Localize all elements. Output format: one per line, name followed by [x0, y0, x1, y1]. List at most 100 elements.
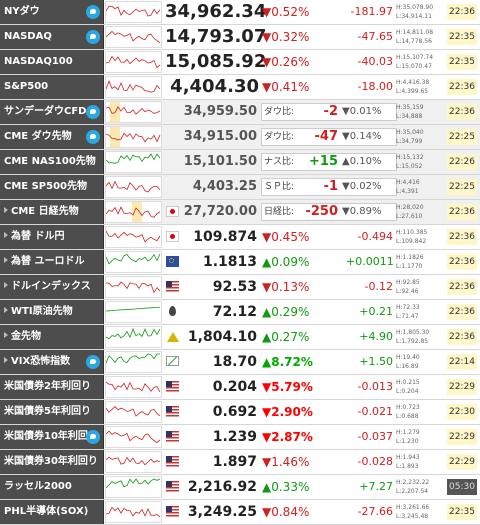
expand-arrow-icon[interactable] — [4, 282, 8, 288]
comparison-percent: ▼0.89% — [342, 206, 382, 217]
sparkline-chart[interactable] — [105, 426, 162, 448]
ticker-row[interactable]: VIX恐怖指数 18.70 ▲8.72% +1.50 H:19.40 L:16.89 22:… — [0, 350, 480, 375]
sparkline-chart[interactable] — [105, 376, 162, 398]
sparkline-svg — [106, 202, 161, 222]
sparkline-chart[interactable] — [105, 251, 162, 273]
ticker-name[interactable]: 米国債券5年利回り — [0, 400, 104, 424]
high-value: H:4,416 — [396, 179, 420, 186]
ticker-name[interactable]: 米国債券30年利回り — [0, 450, 104, 474]
sparkline-line — [106, 206, 161, 218]
ticker-name[interactable]: ラッセル2000 — [0, 475, 104, 499]
sparkline-chart[interactable] — [105, 451, 162, 473]
ticker-name[interactable]: ドルインデックス — [0, 275, 104, 299]
update-time: 22:25 — [447, 179, 477, 195]
ticker-row[interactable]: S&P500 4,404.30 ▼0.41% -18.00 H:4,416.38 L:4,… — [0, 75, 480, 100]
ticker-name[interactable]: 金先物 — [0, 325, 104, 349]
expand-arrow-icon[interactable] — [4, 307, 8, 313]
sparkline-chart[interactable] — [105, 151, 162, 173]
ticker-row[interactable]: ラッセル2000 2,216.92 ▲0.33% +7.27 H:2,232.22 L:2… — [0, 475, 480, 500]
comparison-value: -1 — [323, 179, 338, 194]
sparkline-chart[interactable] — [105, 1, 162, 23]
ticker-name[interactable]: サンデーダウCFD — [0, 100, 104, 124]
low-value: L:34,914.11 — [396, 13, 432, 20]
ticker-row[interactable]: CME ダウ先物 34,915.00 ダウ比: -47 ▼0.14% H:35,040 L:… — [0, 125, 480, 150]
ticker-row[interactable]: NYダウ 34,962.34 ▼0.52% -181.97 H:35,078.90 L:3… — [0, 0, 480, 25]
sparkline-chart[interactable] — [105, 101, 162, 123]
ticker-row[interactable]: NASDAQ 14,793.07 ▼0.32% -47.65 H:14,811.08 L:… — [0, 25, 480, 50]
session-band — [110, 127, 120, 147]
sparkline-chart[interactable] — [105, 126, 162, 148]
ticker-row[interactable]: ドルインデックス 92.53 ▼0.13% -0.12 H:92.85 L:92.46 22… — [0, 275, 480, 300]
sparkline-chart[interactable] — [105, 176, 162, 198]
ticker-row[interactable]: 米国債券5年利回り 0.692 ▼2.90% -0.021 H:0.723 L:0.688… — [0, 400, 480, 425]
ticker-name[interactable]: NYダウ — [0, 0, 104, 24]
sparkline-chart[interactable] — [105, 476, 162, 498]
expand-arrow-icon[interactable] — [4, 357, 8, 363]
sparkline-chart[interactable] — [105, 76, 162, 98]
ticker-row[interactable]: CME NAS100先物 15,101.50 ナス比: +15 ▲0.10% H:15,1… — [0, 150, 480, 175]
high-value: H:0.723 — [396, 404, 420, 411]
ticker-name[interactable]: WTI原油先物 — [0, 300, 104, 324]
ticker-row[interactable]: WTI原油先物 72.12 ▲0.29% +0.21 H:72.33 L:71.47 22:… — [0, 300, 480, 325]
ticker-name[interactable]: S&P500 — [0, 75, 104, 99]
ticker-row[interactable]: 金先物 1,804.10 ▲0.27% +4.90 H:1,805.30 L:1,792.… — [0, 325, 480, 350]
sparkline-chart[interactable] — [105, 351, 162, 373]
ticker-name[interactable]: VIX恐怖指数 — [0, 350, 104, 374]
high-value: H:110.385 — [396, 229, 428, 236]
sparkline-chart[interactable] — [105, 401, 162, 423]
sparkline-chart[interactable] — [105, 51, 162, 73]
comparison-box: ナス比: +15 ▲0.10% — [261, 153, 397, 171]
sparkline-chart[interactable] — [105, 301, 162, 323]
ticker-name[interactable]: PHL半導体(SOX) — [0, 500, 104, 524]
twitter-icon[interactable] — [86, 430, 100, 444]
ticker-row[interactable]: CME 日経先物 27,720.00 日経比: -250 ▼0.89% H:28,020 L… — [0, 200, 480, 225]
ticker-row[interactable]: 米国債券2年利回り 0.204 ▼5.79% -0.013 H:0.215 L:0.204… — [0, 375, 480, 400]
ticker-row[interactable]: サンデーダウCFD 34,959.50 ダウ比: -2 ▼0.01% H:35,159 L:… — [0, 100, 480, 125]
ticker-row[interactable]: 米国債券10年利回り 1.239 ▼2.87% -0.037 H:1.279 L:1.23… — [0, 425, 480, 450]
price-value: 4,404.30 — [170, 76, 259, 97]
sparkline-chart[interactable] — [105, 26, 162, 48]
ticker-name[interactable]: 為替 ユーロドル — [0, 250, 104, 274]
sparkline-chart[interactable] — [105, 276, 162, 298]
sparkline-chart[interactable] — [105, 226, 162, 248]
ticker-row[interactable]: NASDAQ100 15,085.92 ▼0.26% -40.03 H:15,107.7… — [0, 50, 480, 75]
twitter-icon[interactable] — [86, 105, 100, 119]
low-value: L:27,610 — [396, 213, 423, 220]
expand-arrow-icon[interactable] — [4, 207, 8, 213]
us-flag-icon — [166, 406, 179, 417]
comparison-box: 日経比: -250 ▼0.89% — [261, 203, 397, 221]
twitter-icon[interactable] — [86, 355, 100, 369]
twitter-icon[interactable] — [86, 5, 100, 19]
ticker-name[interactable]: CME ダウ先物 — [0, 125, 104, 149]
twitter-icon[interactable] — [86, 130, 100, 144]
ticker-label: PHL半導体(SOX) — [4, 506, 89, 517]
ticker-name[interactable]: 米国債券10年利回り — [0, 425, 104, 449]
ticker-name[interactable]: NASDAQ100 — [0, 50, 104, 74]
ticker-name[interactable]: CME NAS100先物 — [0, 150, 104, 174]
ticker-row[interactable]: 米国債券30年利回り 1.897 ▼1.46% -0.028 H:1.943 L:1.89… — [0, 450, 480, 475]
sparkline-chart[interactable] — [105, 326, 162, 348]
ticker-row[interactable]: 為替 ドル円 109.874 ▼0.45% -0.494 H:110.385 L:109.… — [0, 225, 480, 250]
expand-arrow-icon[interactable] — [4, 257, 8, 263]
ticker-name[interactable]: 為替 ドル円 — [0, 225, 104, 249]
low-value: L:71.47 — [396, 313, 419, 320]
ticker-row[interactable]: CME SP500先物 4,403.25 ＳＰ比: -1 ▼0.02% H:4,416 L:… — [0, 175, 480, 200]
sparkline-chart[interactable] — [105, 201, 162, 223]
ticker-row[interactable]: PHL半導体(SOX) 3,249.25 ▼0.84% -27.66 H:3,261.6… — [0, 500, 480, 525]
low-value: L:4,399.65 — [396, 88, 429, 95]
ticker-name[interactable]: CME 日経先物 — [0, 200, 104, 224]
twitter-icon[interactable] — [86, 30, 100, 44]
price-value: 18.70 — [212, 354, 257, 370]
ticker-row[interactable]: 為替 ユーロドル 1.1813 ▲0.09% +0.0011 H:1.1826 L:1.1… — [0, 250, 480, 275]
expand-arrow-icon[interactable] — [4, 232, 8, 238]
low-value: L:1.1770 — [396, 263, 423, 270]
sparkline-chart[interactable] — [105, 501, 162, 523]
ticker-name[interactable]: NASDAQ — [0, 25, 104, 49]
expand-arrow-icon[interactable] — [4, 332, 8, 338]
sparkline-svg — [106, 230, 161, 243]
high-value: H:1,805.30 — [396, 329, 430, 336]
high-low: H:72.33 L:71.47 — [396, 303, 446, 323]
ticker-name[interactable]: 米国債券2年利回り — [0, 375, 104, 399]
change-amount: -0.12 — [364, 280, 393, 293]
ticker-name[interactable]: CME SP500先物 — [0, 175, 104, 199]
